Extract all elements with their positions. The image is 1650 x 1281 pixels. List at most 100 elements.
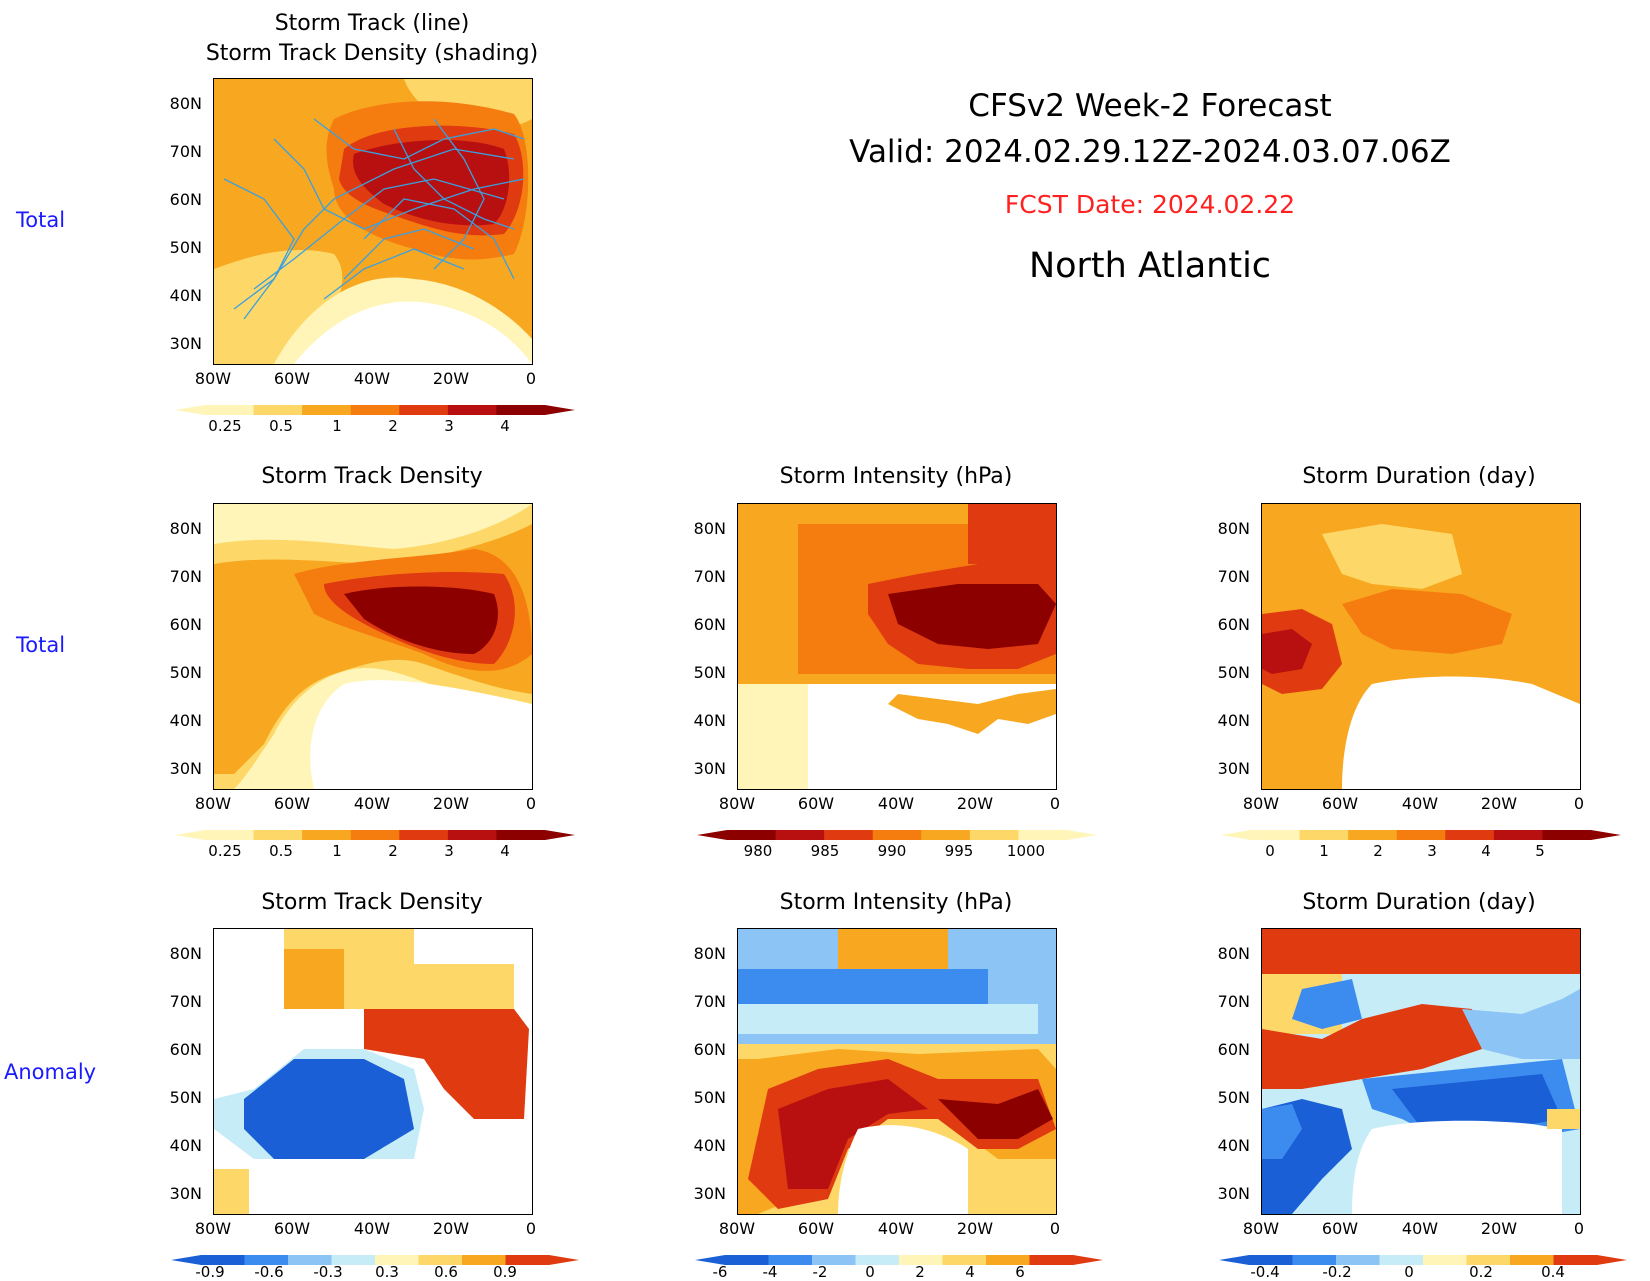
lat-tick: 40N bbox=[169, 711, 202, 730]
storm-track-lines bbox=[223, 118, 525, 320]
colorbar-segment bbox=[1018, 830, 1068, 840]
colorbar-segment bbox=[1292, 1255, 1337, 1265]
colorbar-tick-label: 990 bbox=[877, 842, 907, 860]
colorbar-tick-label: 4 bbox=[500, 842, 510, 860]
lat-tick: 70N bbox=[693, 567, 726, 586]
lon-tick: 80W bbox=[194, 794, 232, 813]
lat-tick: 70N bbox=[169, 142, 202, 161]
lon-tick: 0 bbox=[525, 369, 537, 388]
lat-tick: 60N bbox=[693, 615, 726, 634]
lat-tick: 60N bbox=[1217, 615, 1250, 634]
lon-tick: 20W bbox=[1480, 1219, 1518, 1238]
colorbar-segment bbox=[855, 1255, 900, 1265]
colorbar-segment bbox=[447, 830, 497, 840]
colorbar-segment bbox=[725, 1255, 769, 1265]
lon-tick: 80W bbox=[1242, 794, 1280, 813]
colorbar-segment bbox=[1379, 1255, 1424, 1265]
lon-tick: 40W bbox=[1401, 794, 1439, 813]
row-label-total-1: Total bbox=[16, 208, 66, 232]
colorbar-left-arrow bbox=[175, 830, 205, 840]
colorbar-intensity-total bbox=[697, 830, 1097, 840]
lat-tick: 40N bbox=[693, 711, 726, 730]
lat-tick: 60N bbox=[1217, 1040, 1250, 1059]
lat-tick: 30N bbox=[693, 1184, 726, 1203]
colorbar-segment bbox=[727, 830, 777, 840]
colorbar-segment bbox=[496, 830, 546, 840]
colorbar-tick-label: 0.2 bbox=[1469, 1263, 1493, 1281]
colorbar-tick-label: 2 bbox=[915, 1263, 925, 1281]
colorbar-tick-label: 1 bbox=[332, 842, 342, 860]
colorbar-left-arrow bbox=[1219, 1255, 1249, 1265]
colorbar-segment bbox=[1029, 1255, 1074, 1265]
region-name: North Atlantic bbox=[1028, 246, 1272, 286]
colorbar-tick-label: 2 bbox=[388, 417, 398, 435]
colorbar-tick-label: 1 bbox=[332, 417, 342, 435]
lat-tick: 30N bbox=[169, 334, 202, 353]
lat-tick: 70N bbox=[1217, 992, 1250, 1011]
colorbar-segment bbox=[1251, 830, 1301, 840]
colorbar-segment bbox=[872, 830, 922, 840]
lon-tick: 40W bbox=[877, 794, 915, 813]
colorbar-tick-label: 0 bbox=[1404, 1263, 1414, 1281]
colorbar-segment bbox=[253, 830, 303, 840]
lon-tick: 20W bbox=[432, 794, 470, 813]
colorbar-tick-label: 3 bbox=[1427, 842, 1437, 860]
lat-tick: 80N bbox=[169, 944, 202, 963]
row-label-anomaly: Anomaly bbox=[4, 1060, 97, 1084]
colorbar-segment bbox=[1299, 830, 1349, 840]
colorbar-right-arrow bbox=[1073, 1255, 1103, 1265]
lon-tick: 0 bbox=[525, 1219, 537, 1238]
lat-tick: 30N bbox=[169, 1184, 202, 1203]
colorbar-duration-anom bbox=[1219, 1255, 1627, 1265]
colorbar-segment bbox=[288, 1255, 332, 1265]
colorbar-left-arrow bbox=[697, 830, 727, 840]
colorbar-tick-label: 3 bbox=[444, 417, 454, 435]
lat-tick: 70N bbox=[1217, 567, 1250, 586]
colorbar-tick-label: -0.9 bbox=[195, 1263, 225, 1281]
colorbar-segment bbox=[201, 1255, 245, 1265]
colorbar-segment bbox=[375, 1255, 419, 1265]
colorbar-segment bbox=[244, 1255, 289, 1265]
colorbar-left-arrow bbox=[695, 1255, 725, 1265]
lon-tick: 60W bbox=[1321, 794, 1359, 813]
lon-tick: 0 bbox=[1573, 1219, 1585, 1238]
lat-tick: 40N bbox=[693, 1136, 726, 1155]
lon-tick: 80W bbox=[718, 1219, 756, 1238]
colorbar-tick-label: 3 bbox=[444, 842, 454, 860]
lon-tick: 0 bbox=[525, 794, 537, 813]
colorbar-tick-label: 0.5 bbox=[269, 417, 293, 435]
colorbar-density-anom bbox=[171, 1255, 579, 1265]
lat-tick: 30N bbox=[1217, 759, 1250, 778]
colorbar-tick-label: -0.3 bbox=[313, 1263, 343, 1281]
colorbar-tick-label: 6 bbox=[1015, 1263, 1025, 1281]
colorbar-segment bbox=[331, 1255, 376, 1265]
lat-tick: 50N bbox=[169, 663, 202, 682]
colorbar-tick-label: 0.4 bbox=[1541, 1263, 1565, 1281]
panel-title-track-total: Storm Track (line) Storm Track Density (… bbox=[205, 11, 539, 66]
colorbar-tick-label: 995 bbox=[944, 842, 974, 860]
colorbar-tick-label: 0.9 bbox=[493, 1263, 517, 1281]
colorbar-segment bbox=[496, 405, 546, 415]
colorbar-segment bbox=[1466, 1255, 1511, 1265]
map-track-total bbox=[213, 78, 533, 365]
lon-tick: 0 bbox=[1049, 1219, 1061, 1238]
lon-tick: 60W bbox=[797, 794, 835, 813]
lon-tick: 80W bbox=[194, 369, 232, 388]
lon-tick: 80W bbox=[194, 1219, 232, 1238]
colorbar-segment bbox=[350, 830, 400, 840]
lon-tick: 20W bbox=[1480, 794, 1518, 813]
lon-tick: 40W bbox=[353, 794, 391, 813]
lat-tick: 80N bbox=[1217, 519, 1250, 538]
colorbar-tick-label: 1000 bbox=[1006, 842, 1046, 860]
colorbar-segment bbox=[1542, 830, 1592, 840]
colorbar-segment bbox=[205, 405, 255, 415]
colorbar-track-total bbox=[175, 405, 575, 415]
colorbar-segment bbox=[399, 830, 449, 840]
lon-tick: 20W bbox=[956, 1219, 994, 1238]
colorbar-tick-label: 4 bbox=[1481, 842, 1491, 860]
lat-tick: 50N bbox=[169, 238, 202, 257]
lon-tick: 20W bbox=[432, 1219, 470, 1238]
forecast-date: FCST Date: 2024.02.22 bbox=[1004, 190, 1296, 219]
colorbar-segment bbox=[1336, 1255, 1380, 1265]
lon-tick: 80W bbox=[1242, 1219, 1280, 1238]
